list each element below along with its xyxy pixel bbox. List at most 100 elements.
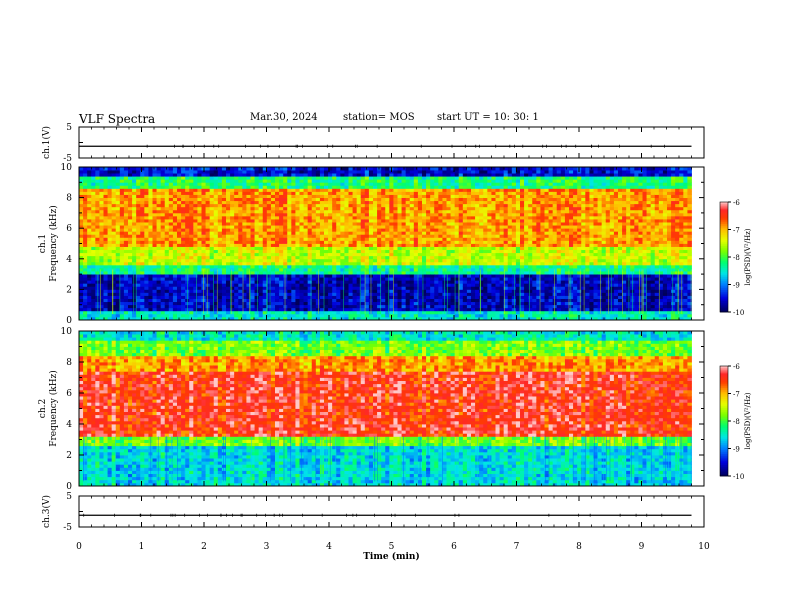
spectrogram-cell — [381, 234, 386, 238]
spectrogram-cell — [160, 237, 166, 241]
spectrogram-cell — [454, 222, 460, 226]
spectrogram-cell — [79, 316, 84, 321]
spectrogram-cell — [450, 292, 456, 296]
spectrogram-cell — [152, 316, 157, 321]
spectrogram-cell — [311, 197, 317, 202]
spectrogram-cell — [111, 255, 117, 260]
spectrogram-cell — [405, 191, 411, 195]
spectrogram-cell — [385, 170, 390, 174]
spectrogram-cell — [442, 246, 447, 251]
spectrogram-cell — [87, 170, 92, 174]
spectrogram-cell — [119, 167, 125, 171]
spectrogram-cell — [328, 304, 333, 309]
spectrogram-cell — [197, 176, 202, 180]
spectrogram-cell — [83, 313, 88, 318]
spectrogram-cell — [438, 274, 443, 278]
spectrogram-cell — [99, 286, 104, 290]
spectrogram-cell — [356, 243, 362, 247]
spectrogram-cell — [413, 292, 419, 296]
spectrogram-cell — [373, 252, 378, 257]
spectrogram-cell — [156, 274, 162, 278]
spectrogram-cell — [405, 283, 411, 287]
spectrogram-cell — [270, 176, 276, 180]
spectrogram-cell — [352, 200, 358, 205]
spectrogram-cell — [340, 179, 345, 183]
spectrogram-cell — [266, 222, 272, 226]
spectrogram-cell — [262, 249, 268, 254]
spectrogram-cell — [262, 304, 268, 309]
spectrogram-cell — [356, 176, 362, 180]
spectrogram-cell — [160, 295, 166, 299]
spectrogram-cell — [238, 237, 243, 241]
spectrogram-cell — [315, 215, 321, 220]
spectrogram-cell — [413, 228, 419, 232]
spectrogram-cell — [287, 280, 292, 284]
spectrogram-cell — [393, 277, 398, 281]
spectrogram-cell — [315, 295, 321, 299]
spectrogram-cell — [458, 170, 464, 174]
spectrogram-cell — [107, 231, 113, 235]
spectrogram-cell — [450, 188, 456, 192]
spectrogram-cell — [262, 301, 268, 306]
spectrogram-cell — [364, 280, 370, 284]
spectrogram-cell — [311, 206, 317, 211]
spectrogram-cell — [177, 243, 182, 247]
spectrogram-cell — [172, 173, 178, 177]
spectrogram-cell — [99, 188, 104, 192]
spectrogram-cell — [221, 188, 227, 192]
spectrogram-cell — [226, 179, 231, 183]
spectrogram-cell — [283, 271, 288, 275]
spectrogram-cell — [177, 231, 182, 235]
spectrogram-cell — [213, 185, 219, 189]
spectrogram-cell — [466, 209, 472, 214]
spectrogram-cell — [454, 277, 460, 281]
spectrogram-cell — [336, 277, 341, 281]
spectrogram-cell — [221, 176, 227, 180]
spectrogram-cell — [283, 307, 288, 312]
spectrogram-cell — [450, 267, 456, 272]
spectrogram-cell — [270, 295, 276, 299]
spectrogram-cell — [136, 283, 141, 287]
spectrogram-cell — [434, 307, 439, 312]
spectrogram-cell — [287, 310, 292, 315]
spectrogram-cell — [471, 225, 476, 229]
spectrogram-cell — [446, 234, 451, 238]
spectrogram-cell — [283, 301, 288, 306]
spectrogram-cell — [140, 264, 145, 269]
spectrogram-cell — [270, 234, 276, 238]
spectrogram-cell — [270, 261, 276, 266]
spectrogram-cell — [148, 200, 153, 205]
spectrogram-cell — [393, 292, 398, 296]
spectrogram-cell — [389, 215, 394, 220]
spectrogram-cell — [295, 231, 300, 235]
spectrogram-cell — [119, 240, 125, 244]
spectrogram-cell — [434, 310, 439, 315]
spectrogram-cell — [332, 304, 337, 309]
spectrogram-cell — [279, 249, 284, 254]
spectrogram-cell — [79, 228, 84, 232]
spectrogram-cell — [319, 231, 325, 235]
spectrogram-cell — [462, 316, 468, 321]
spectrogram-cell — [438, 234, 443, 238]
spectrogram-cell — [205, 286, 211, 290]
spectrogram-cell — [168, 298, 174, 303]
spectrogram-cell — [332, 200, 337, 205]
spectrogram-cell — [226, 301, 231, 306]
spectrogram-cell — [128, 212, 133, 217]
spectrogram-cell — [458, 197, 464, 202]
spectrogram-cell — [340, 225, 345, 229]
spectrogram-cell — [295, 237, 300, 241]
spectrogram-cell — [462, 173, 468, 177]
spectrogram-cell — [291, 277, 296, 281]
spectrogram-cell — [454, 219, 460, 223]
spectrogram-cell — [275, 301, 280, 306]
spectrogram-cell — [299, 313, 304, 318]
spectrogram-cell — [144, 219, 149, 223]
spectrogram-cell — [373, 197, 378, 202]
spectrogram-cell — [144, 307, 149, 312]
spectrogram-cell — [111, 310, 117, 315]
spectrogram-cell — [287, 219, 292, 223]
spectrogram-cell — [426, 261, 431, 266]
spectrogram-cell — [234, 203, 239, 208]
spectrogram-cell — [111, 277, 117, 281]
